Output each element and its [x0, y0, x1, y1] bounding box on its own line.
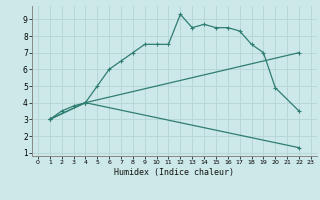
X-axis label: Humidex (Indice chaleur): Humidex (Indice chaleur): [115, 168, 234, 177]
